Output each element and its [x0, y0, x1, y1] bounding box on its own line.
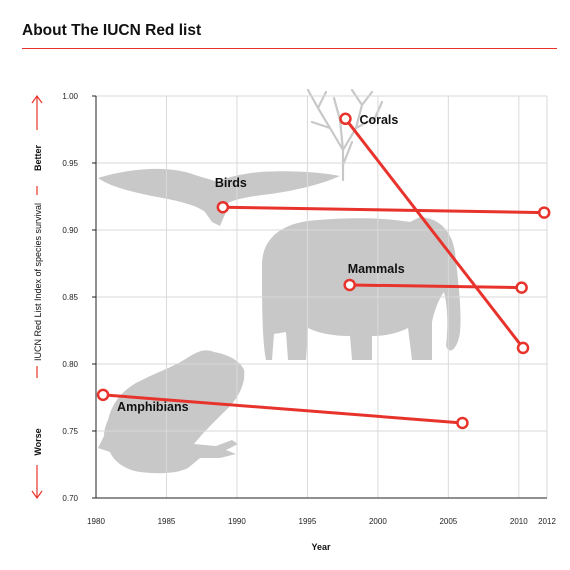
arrow-up-icon	[31, 94, 43, 104]
frog-icon	[98, 350, 245, 474]
x-tick-label: 2005	[439, 517, 457, 526]
x-tick-label: 1995	[299, 517, 317, 526]
y-tick-label: 0.80	[62, 360, 78, 369]
x-tick-label: 2000	[369, 517, 387, 526]
x-axis-title: Year	[311, 542, 331, 552]
y-axis-title: IUCN Red List Index of species survival	[33, 203, 43, 361]
coral-icon	[306, 88, 384, 182]
page-title: About The IUCN Red list	[22, 22, 202, 39]
x-tick-label: 2010	[510, 517, 528, 526]
birds-series-label: Birds	[215, 176, 247, 190]
corals-series-line	[343, 117, 525, 350]
y-tick-label: 0.70	[62, 494, 78, 503]
series-points	[96, 112, 551, 430]
series-lines	[101, 117, 546, 425]
mammals-series-line	[348, 283, 524, 290]
bird-icon	[98, 168, 340, 226]
corals-series-label: Corals	[359, 113, 398, 127]
y-tick-label: 0.75	[62, 427, 78, 436]
x-tick-label: 2012	[538, 517, 556, 526]
amphibians-data-point	[96, 388, 110, 402]
y-tick-label: 0.85	[62, 293, 78, 302]
mammals-data-point	[343, 278, 356, 292]
amphibians-series-label: Amphibians	[117, 400, 189, 414]
side-scale	[31, 94, 43, 500]
birds-data-point	[537, 206, 551, 219]
arrow-down-icon	[31, 490, 43, 500]
animal-silhouettes	[98, 88, 461, 474]
chart-grid	[96, 95, 548, 498]
amphibians-data-point	[456, 416, 469, 430]
y-tick-label: 0.95	[62, 159, 78, 168]
better-label: Better	[33, 145, 43, 172]
y-tick-label: 0.90	[62, 226, 78, 235]
amphibians-series-line	[101, 393, 464, 425]
chart-ticks: 1980 1985 1990 1995 2000 2005 2010 2012 0.70 0.75…	[62, 92, 556, 526]
y-tick-label: 1.00	[62, 92, 78, 101]
x-tick-label: 1990	[228, 517, 246, 526]
x-tick-label: 1980	[87, 517, 105, 526]
series-labels: Corals Birds Mammals Amphibians	[117, 113, 405, 414]
mammals-data-point	[515, 281, 528, 294]
worse-label: Worse	[33, 428, 43, 455]
corals-data-point	[516, 341, 530, 355]
birds-series-line	[221, 205, 546, 215]
title-divider	[22, 48, 557, 49]
birds-data-point	[216, 200, 230, 214]
x-tick-label: 1985	[158, 517, 176, 526]
elephant-icon	[262, 217, 461, 360]
mammals-series-label: Mammals	[348, 262, 405, 276]
corals-data-point	[339, 112, 352, 126]
